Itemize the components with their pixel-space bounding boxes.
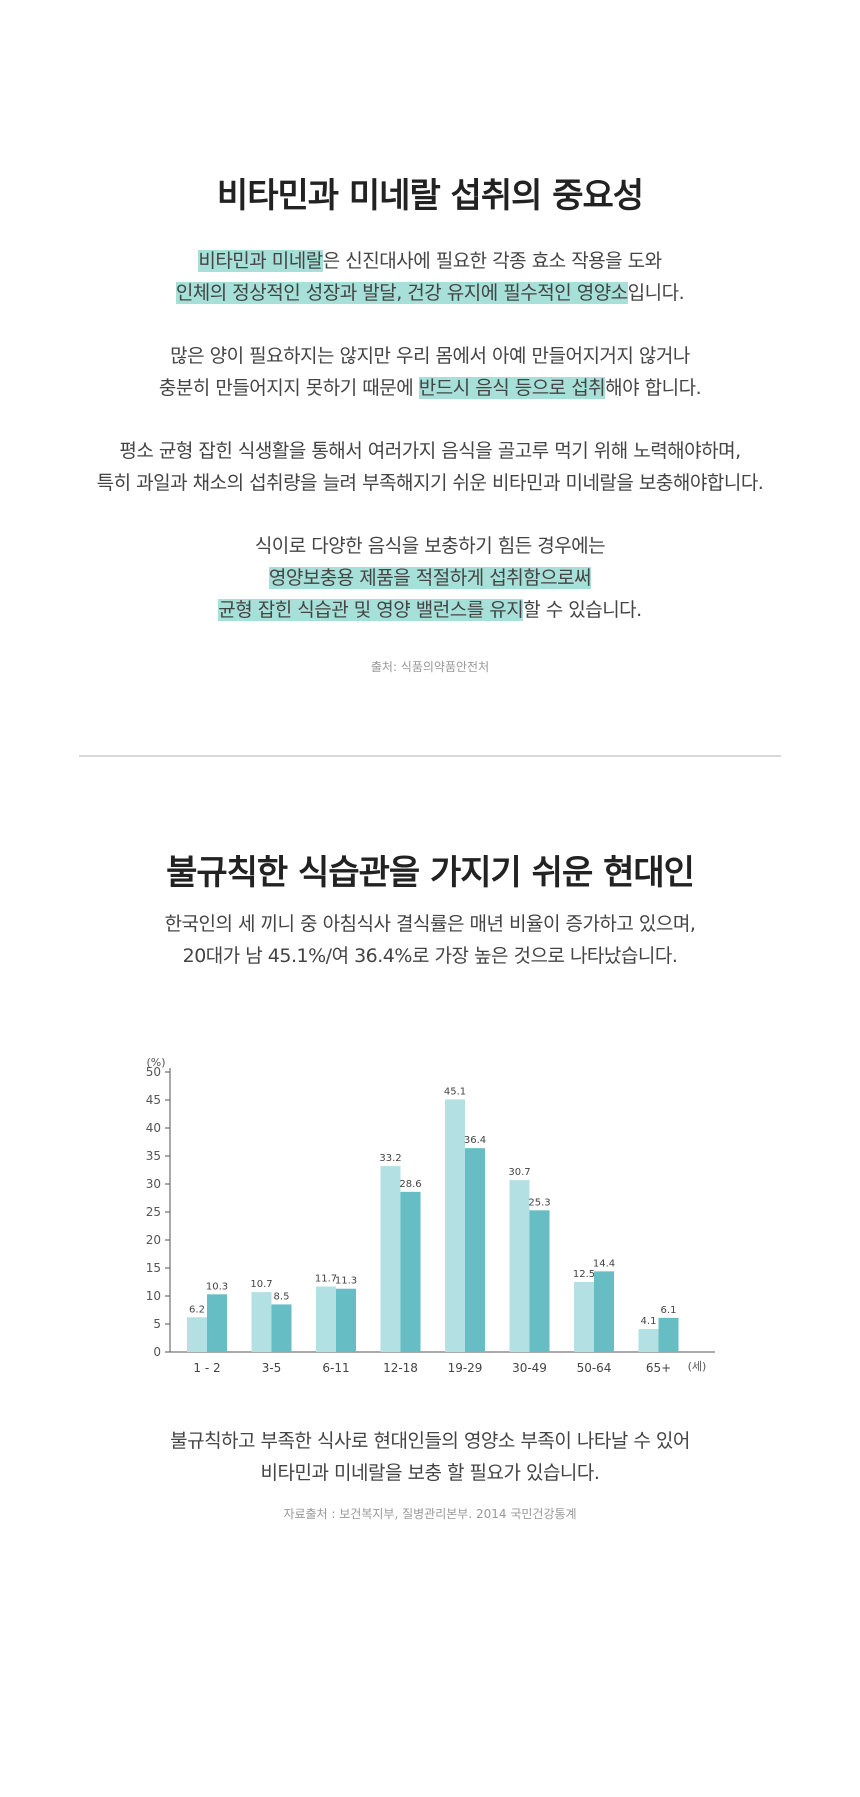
bar	[658, 1317, 679, 1352]
bar-value-label: 4.1	[641, 1316, 657, 1327]
paragraph-intake-need: 많은 양이 필요하지는 않지만 우리 몸에서 아예 만들어지거지 않거나 충분히…	[0, 340, 860, 404]
x-tick-label: 65+	[646, 1361, 671, 1375]
body-text: 충분히 만들어지지 못하기 때문에	[158, 377, 419, 399]
body-text: 할 수 있습니다.	[523, 599, 642, 621]
bar-value-label: 30.7	[508, 1167, 530, 1178]
bar-value-label: 14.4	[593, 1258, 615, 1269]
y-tick-label: 30	[146, 1177, 161, 1191]
bar	[529, 1210, 550, 1352]
x-tick-label: 3-5	[262, 1361, 282, 1375]
bar	[638, 1329, 659, 1352]
bar-value-label: 33.2	[379, 1153, 401, 1164]
paragraph-breakfast-skip: 한국인의 세 끼니 중 아침식사 결식률은 매년 비율이 증가하고 있으며, 2…	[0, 908, 860, 972]
bar-value-label: 11.3	[335, 1276, 357, 1287]
body-text: 입니다.	[627, 282, 685, 304]
x-axis-unit-label: (세)	[688, 1360, 707, 1373]
highlight-text: 영양보충용 제품을 적절하게 섭취함으로써	[268, 567, 592, 589]
breakfast-skip-bar-chart: 0 5 10 15 20 25 30 35 40 45 50(%) 6.2 10.3 1 - 2 10.78…	[146, 1056, 715, 1375]
body-text: 해야 합니다.	[605, 377, 702, 399]
bar	[509, 1180, 530, 1352]
paragraph-nutrient-deficiency: 불규칙하고 부족한 식사로 현대인들의 영양소 부족이 나타날 수 있어 비타민…	[0, 1425, 860, 1489]
y-tick-label: 40	[146, 1121, 161, 1135]
section-title-vitamin-importance: 비타민과 미네랄 섭취의 중요성	[216, 176, 644, 216]
y-tick-label: 5	[153, 1317, 161, 1331]
bar	[574, 1282, 594, 1352]
highlight-text: 비타민과 미네랄	[198, 250, 323, 272]
paragraph-line: 불규칙하고 부족한 식사로 현대인들의 영양소 부족이 나타날 수 있어	[170, 1430, 690, 1452]
paragraph-vitamin-role: 비타민과 미네랄은 신진대사에 필요한 각종 효소 작용을 도와 인체의 정상적…	[0, 245, 860, 309]
paragraph-line: 비타민과 미네랄을 보충 할 필요가 있습니다.	[260, 1462, 600, 1484]
bar	[316, 1286, 336, 1352]
paragraph-line: 평소 균형 잡힌 식생활을 통해서 여러가지 음식을 골고루 먹기 위해 노력해…	[119, 440, 741, 462]
bar	[271, 1304, 292, 1352]
bar	[251, 1292, 272, 1352]
x-tick-label: 1 - 2	[193, 1361, 220, 1375]
paragraph-line: 특히 과일과 채소의 섭취량을 늘려 부족해지기 쉬운 비타민과 미네랄을 보충…	[96, 472, 764, 494]
bar	[445, 1099, 465, 1352]
y-tick-label: 20	[146, 1233, 161, 1247]
paragraph-line: 20대가 남 45.1%/여 36.4%로 가장 높은 것으로 나타났습니다.	[182, 945, 678, 967]
paragraph-line: 많은 양이 필요하지는 않지만 우리 몸에서 아예 만들어지거지 않거나	[170, 345, 690, 367]
x-tick-label: 19-29	[448, 1361, 483, 1375]
section-title-irregular-diet: 불규칙한 식습관을 가지기 쉬운 현대인	[166, 853, 695, 893]
y-tick-label: 50	[146, 1065, 161, 1079]
highlight-text: 인체의 정상적인 성장과 발달, 건강 유지에 필수적인 영양소	[175, 282, 628, 304]
bar-value-label: 28.6	[399, 1179, 421, 1190]
bar-value-label: 10.3	[206, 1281, 228, 1292]
source-note: 출처: 식품의약품안전처	[370, 660, 490, 674]
y-tick-label: 35	[146, 1149, 161, 1163]
bar	[400, 1191, 421, 1352]
bar-value-label: 6.2	[189, 1304, 205, 1315]
highlight-text: 균형 잡힌 식습관 및 영양 밸런스를 유지	[218, 599, 524, 621]
y-tick-label: 10	[146, 1289, 161, 1303]
paragraph-line: 비타민과 미네랄은 신진대사에 필요한 각종 효소 작용을 도와	[0, 245, 860, 277]
bar	[380, 1166, 401, 1352]
bar-value-label: 45.1	[444, 1086, 466, 1097]
highlight-text: 반드시 음식 등으로 섭취	[418, 377, 606, 399]
body-text: 은 신진대사에 필요한 각종 효소 작용을 도와	[322, 250, 662, 272]
y-tick-label: 25	[146, 1205, 161, 1219]
x-tick-label: 6-11	[322, 1361, 349, 1375]
paragraph-supplements: 식이로 다양한 음식을 보충하기 힘든 경우에는 영양보충용 제품을 적절하게 …	[0, 530, 860, 626]
y-axis-unit-label: (%)	[146, 1056, 165, 1069]
paragraph-line: 한국인의 세 끼니 중 아침식사 결식률은 매년 비율이 증가하고 있으며,	[164, 913, 696, 935]
bar	[336, 1288, 356, 1352]
bar-value-label: 36.4	[464, 1135, 486, 1146]
paragraph-line: 인체의 정상적인 성장과 발달, 건강 유지에 필수적인 영양소입니다.	[0, 277, 860, 309]
bar-value-label: 8.5	[274, 1291, 290, 1302]
bar-value-label: 10.7	[250, 1279, 272, 1290]
x-tick-label: 30-49	[512, 1361, 547, 1375]
y-tick-label: 15	[146, 1261, 161, 1275]
bar	[594, 1271, 614, 1352]
paragraph-line: 영양보충용 제품을 적절하게 섭취함으로써	[0, 562, 860, 594]
bar	[465, 1148, 485, 1352]
y-tick-label: 0	[153, 1345, 161, 1359]
bar	[187, 1317, 207, 1352]
paragraph-line: 식이로 다양한 음식을 보충하기 힘든 경우에는	[254, 535, 606, 557]
bar-value-label: 6.1	[661, 1305, 677, 1316]
paragraph-line: 충분히 만들어지지 못하기 때문에 반드시 음식 등으로 섭취해야 합니다.	[0, 372, 860, 404]
x-tick-label: 12-18	[383, 1361, 418, 1375]
source-note: 자료출처 : 보건복지부, 질병관리본부. 2014 국민건강통계	[283, 1507, 577, 1521]
bar-value-label: 12.5	[573, 1269, 595, 1280]
y-tick-label: 45	[146, 1093, 161, 1107]
section-divider	[79, 755, 781, 757]
bar-value-label: 11.7	[315, 1273, 337, 1284]
bar-value-label: 25.3	[528, 1197, 550, 1208]
paragraph-line: 균형 잡힌 식습관 및 영양 밸런스를 유지할 수 있습니다.	[0, 594, 860, 626]
bar	[207, 1294, 227, 1352]
x-tick-label: 50-64	[577, 1361, 612, 1375]
paragraph-balanced-diet: 평소 균형 잡힌 식생활을 통해서 여러가지 음식을 골고루 먹기 위해 노력해…	[0, 435, 860, 499]
